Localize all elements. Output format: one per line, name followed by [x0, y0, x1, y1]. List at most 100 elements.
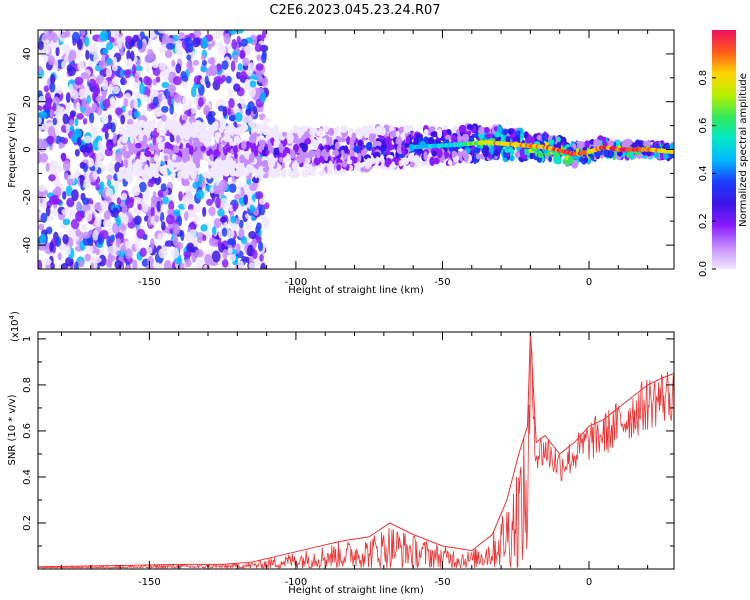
spectrogram-cell [105, 187, 114, 199]
spectrogram-cell [219, 121, 227, 130]
spectrogram-cell [200, 66, 208, 73]
spectrogram-cell [187, 209, 196, 219]
spectrogram-cell [255, 63, 264, 71]
spectrogram-cell [288, 167, 292, 178]
spectrogram-cell [158, 62, 167, 71]
snr-x-label: Height of straight line (km) [288, 585, 424, 596]
spectrogram-cell [318, 128, 324, 135]
spectrogram-cell [263, 219, 269, 230]
spectrogram-cell [115, 237, 121, 248]
spectrogram-cell [84, 253, 91, 262]
spectrogram-cell [379, 127, 386, 136]
spectrogram-cell [372, 139, 378, 148]
spectrogram-cell [239, 71, 247, 80]
spectrogram-cell [261, 52, 267, 64]
spectrogram-cell [46, 214, 54, 222]
spectrogram-cell [133, 110, 141, 119]
spectrogram-cell [134, 215, 142, 225]
spectrogram-cell [62, 137, 69, 145]
spectrogram-cell [217, 240, 223, 248]
spectrogram-cell [205, 131, 212, 141]
spectrogram-cell [178, 171, 184, 179]
spectrogram-cell [229, 253, 236, 262]
snr-panel: -150 -100 -50 0 0.2 0.4 0.6 0.8 1 Height of stra… [7, 311, 675, 596]
spectrogram-cell [457, 133, 462, 144]
spectrogram-cell [119, 50, 125, 57]
spectrogram-cell [478, 126, 485, 136]
spectrogram-cell [206, 150, 212, 157]
spectrogram-cell [228, 88, 233, 98]
spectrogram-cell [346, 136, 351, 145]
spectrogram-cell [153, 154, 159, 162]
spectrogram-cell [158, 248, 167, 259]
spectrogram-cell [164, 49, 173, 59]
spectrogram-cell [137, 168, 144, 177]
spectrogram-cell [182, 147, 190, 155]
spectrogram-cell [38, 242, 47, 251]
spectrogram-cell [230, 215, 237, 224]
spectrogram-cell [123, 69, 132, 76]
spectrogram-cell [244, 44, 253, 56]
spectrogram-cell [82, 197, 90, 206]
spectrogram-cell [112, 85, 120, 95]
spectrogram-cell [38, 259, 43, 269]
spectrogram-cell [291, 161, 299, 171]
spectrogram-cell [223, 129, 229, 136]
spectrogram-cell [50, 262, 55, 269]
y-tick-label: 40 [22, 48, 33, 61]
y-tick-label: 1 [22, 336, 33, 342]
spectrogram-cell [451, 150, 457, 158]
spectrogram-cell [575, 154, 580, 161]
spectrogram-cell [75, 168, 80, 178]
spectrogram-cell [169, 133, 175, 143]
spectrogram-cell [183, 250, 192, 258]
spectrogram-cell [567, 155, 574, 165]
spectrogram-cell [175, 134, 181, 144]
spectrogram-cell [127, 164, 132, 175]
colorbar-tick-label: 0.8 [698, 70, 709, 86]
spectrogram-cell [88, 245, 94, 253]
spectrogram-cell [249, 204, 256, 214]
spectrogram-cell [395, 130, 400, 138]
spectrogram-cell [76, 201, 81, 211]
spectrogram-cell [299, 142, 305, 149]
spectrogram-cell [221, 258, 229, 268]
snr-multiplier-base: (x10 [10, 319, 21, 342]
spectrogram-cell [228, 30, 237, 35]
spectrogram-cell [55, 46, 60, 57]
spectrogram-cell [38, 111, 48, 119]
spectrogram-cell [152, 191, 157, 203]
spectrogram-cell [340, 125, 348, 134]
spectrogram-cell [407, 152, 415, 163]
spectrogram-cell [101, 126, 109, 133]
spectrogram-cell [128, 146, 134, 156]
spectrogram-cell [623, 139, 630, 148]
spectrogram-cell [444, 134, 452, 140]
spectrogram-cell [38, 105, 43, 112]
spectrogram-cell [65, 92, 71, 103]
spectrogram-cell [165, 119, 172, 127]
spectrogram-cell [57, 252, 62, 261]
spectrogram-cell [209, 56, 216, 66]
spectrogram-cell [77, 60, 85, 71]
spectrogram-cell [273, 139, 278, 149]
spectrogram-cell [61, 208, 69, 215]
spectrogram-cell [232, 203, 237, 211]
spectrogram-cell [45, 226, 53, 235]
spectrogram-cell [192, 137, 200, 148]
spectrogram-cell [163, 260, 172, 269]
spectrogram-cell [172, 234, 179, 246]
spectrogram-cell [105, 141, 112, 150]
spectrogram-cell [233, 83, 241, 92]
spectrogram-cell [334, 141, 340, 150]
spectrogram-marks [38, 30, 674, 269]
spectrogram-cell [49, 160, 58, 172]
spectrogram-cell [134, 72, 140, 83]
spectrogram-cell [142, 134, 148, 144]
spectrogram-cell [257, 74, 263, 83]
spectrogram-cell [79, 174, 84, 187]
spectrogram-cell [245, 108, 252, 116]
spectrogram-cell [288, 133, 294, 143]
spectrogram-cell [103, 219, 108, 227]
